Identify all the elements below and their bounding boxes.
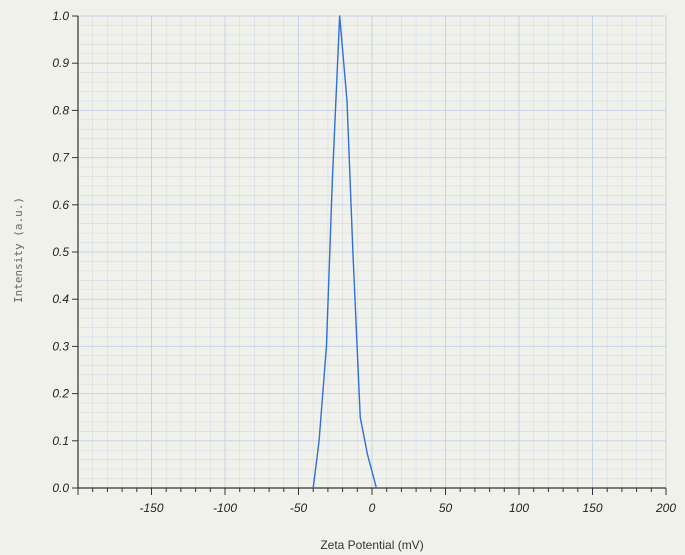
x-tick-label: 200 <box>655 501 676 515</box>
x-tick-label: 50 <box>439 501 453 515</box>
y-tick-label: 0.9 <box>52 56 69 70</box>
y-tick-label: 1.0 <box>52 9 69 23</box>
x-tick-label: 0 <box>369 501 376 515</box>
series-line <box>312 15 378 489</box>
x-tick-label: -100 <box>213 501 237 515</box>
y-axis-label: Intensity (a.u.) <box>12 197 25 303</box>
y-tick-label: 0.7 <box>52 151 70 165</box>
y-tick-label: 0.5 <box>52 245 69 259</box>
y-tick-label: 0.2 <box>52 387 69 401</box>
x-tick-label: 150 <box>582 501 602 515</box>
y-tick-label: 0.0 <box>52 481 69 495</box>
x-tick-label: -50 <box>290 501 308 515</box>
x-axis-label: Zeta Potential (mV) <box>320 538 423 552</box>
y-tick-label: 0.4 <box>52 292 69 306</box>
x-tick-label: -150 <box>139 501 163 515</box>
series-group <box>312 15 378 489</box>
y-tick-label: 0.1 <box>52 434 69 448</box>
x-axis-ticks: -150 -100 -50 0 50 100 150 200 <box>77 488 676 515</box>
y-tick-label: 0.6 <box>52 198 69 212</box>
x-tick-label: 100 <box>509 501 529 515</box>
y-tick-label: 0.8 <box>52 103 69 117</box>
grid-lines <box>77 15 667 489</box>
y-tick-label: 0.3 <box>52 339 69 353</box>
y-axis-ticks: 0.0 0.1 0.2 0.3 0.4 0.5 0.6 0.7 0.8 0.9 1.0 <box>52 9 78 495</box>
